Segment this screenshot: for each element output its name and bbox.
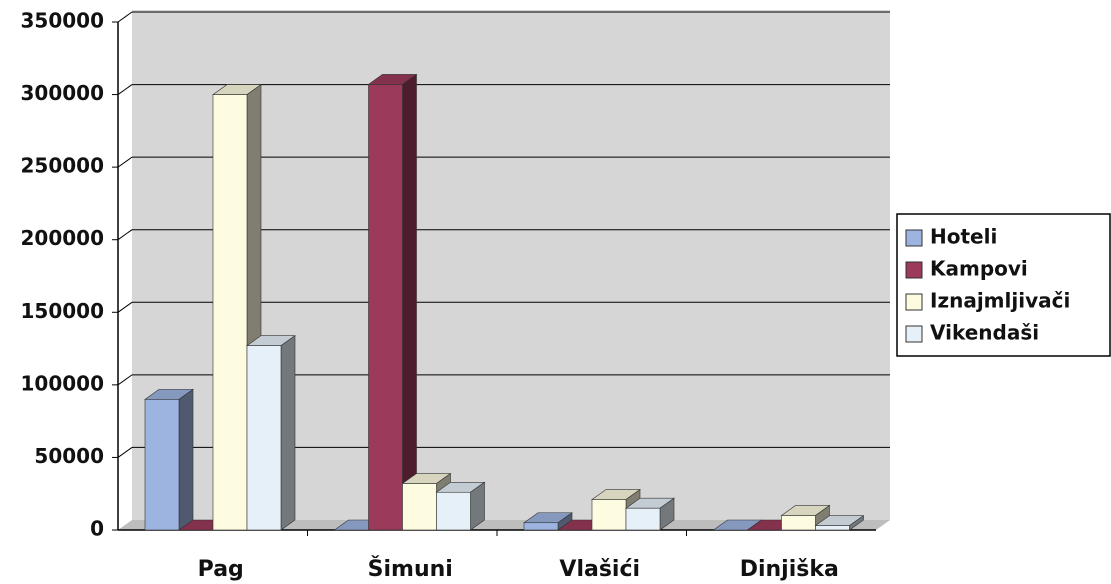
legend-swatch	[905, 261, 923, 279]
legend-label: Hoteli	[930, 225, 997, 249]
y-tick-label: 50000	[34, 444, 104, 468]
grid-line	[117, 156, 133, 168]
x-tick-label: Vlašići	[559, 557, 640, 582]
y-tick-label: 350000	[21, 9, 105, 33]
legend-swatch	[905, 293, 923, 311]
bar-front	[625, 507, 661, 531]
bar	[625, 497, 675, 531]
grid-line	[117, 301, 133, 313]
legend-label: Vikendaši	[930, 321, 1039, 345]
y-tick-label: 200000	[21, 226, 105, 250]
bar	[246, 335, 296, 531]
grid-line	[117, 84, 133, 95]
bar-front	[402, 483, 437, 531]
bar-front	[144, 399, 180, 531]
y-tick-label: 250000	[21, 154, 105, 178]
plot-floor	[118, 520, 890, 530]
bar-side	[178, 388, 194, 531]
bar-front	[523, 522, 559, 531]
y-tick-label: 100000	[21, 371, 105, 395]
bar-front	[815, 525, 850, 531]
legend-label: Kampovi	[930, 257, 1028, 281]
bar	[144, 388, 194, 531]
bar	[367, 73, 418, 531]
legend-swatch	[905, 229, 923, 247]
grid-line	[117, 229, 133, 241]
grid-line	[117, 447, 133, 458]
x-tick-label: Pag	[198, 557, 244, 582]
legend	[896, 213, 1111, 357]
legend-label: Iznajmljivači	[930, 289, 1070, 313]
bar	[780, 504, 831, 531]
bar-side	[280, 335, 296, 531]
bar-front	[368, 84, 403, 531]
grid-line	[117, 11, 133, 23]
x-tick-label: Šimuni	[368, 556, 453, 582]
legend-swatch	[905, 325, 923, 343]
bar	[814, 515, 865, 531]
bar-front	[591, 499, 627, 531]
y-tick-label: 300000	[21, 81, 105, 105]
x-tick-label: Dinjiška	[740, 557, 839, 582]
bar	[435, 481, 486, 531]
bar-front	[436, 491, 471, 531]
y-tick-label: 150000	[21, 299, 105, 323]
grid-line	[117, 374, 133, 386]
bar-front	[212, 94, 248, 531]
bar	[523, 512, 573, 531]
y-tick-label: 0	[90, 517, 104, 541]
bar-side	[402, 73, 417, 531]
bar-front	[781, 515, 816, 531]
bar-front	[246, 345, 282, 531]
